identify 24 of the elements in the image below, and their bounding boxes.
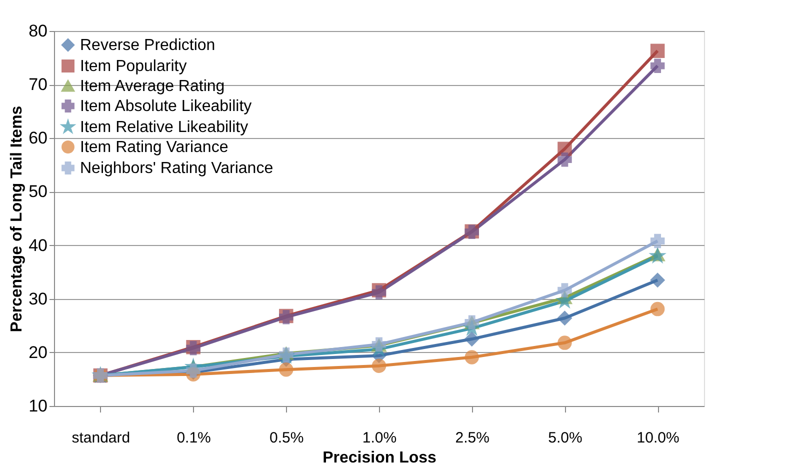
x-tick-label: 2.5% bbox=[455, 430, 490, 446]
y-tick-label: 20 bbox=[28, 342, 48, 362]
legend-label: Reverse Prediction bbox=[80, 37, 216, 54]
y-axis-title: Percentage of Long Tail Items bbox=[8, 106, 26, 332]
legend-label: Item Popularity bbox=[80, 58, 187, 75]
y-tick-label: 70 bbox=[28, 75, 48, 94]
legend-label: Item Rating Variance bbox=[80, 139, 228, 156]
y-tick-label: 60 bbox=[28, 128, 48, 148]
y-tick-label: 30 bbox=[28, 289, 48, 308]
x-axis-title: Precision Loss bbox=[322, 450, 437, 466]
y-tick-label: 40 bbox=[28, 236, 48, 255]
legend-label: Item Relative Likeability bbox=[80, 119, 248, 136]
y-tick-label: 10 bbox=[28, 396, 48, 416]
x-tick-label: 5.0% bbox=[548, 430, 582, 446]
y-tick-label: 50 bbox=[28, 182, 48, 202]
x-tick-label: 0.1% bbox=[176, 430, 211, 446]
x-tick-label: 1.0% bbox=[362, 430, 397, 446]
x-tick-label: 10.0% bbox=[636, 430, 680, 446]
legend-label: Item Average Rating bbox=[80, 78, 225, 95]
legend-label: Item Absolute Likeability bbox=[80, 98, 252, 115]
x-tick-label: standard bbox=[72, 430, 130, 446]
legend-label: Neighbors' Rating Variance bbox=[80, 160, 274, 177]
y-tick-label: 80 bbox=[28, 22, 48, 40]
x-tick-label: 0.5% bbox=[270, 430, 304, 446]
